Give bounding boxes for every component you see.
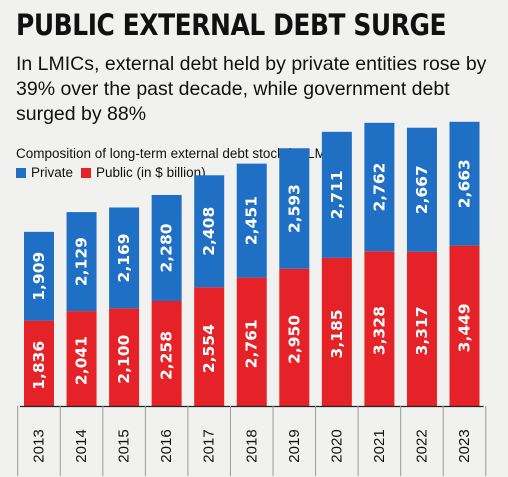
bar-public-2013 <box>24 320 54 406</box>
legend-item-public: Public (in $ billion) <box>81 165 206 180</box>
data-label-private-2020: 2,711 <box>328 170 346 219</box>
bar-public-2020 <box>321 257 352 406</box>
x-tick-label-2016: 2016 <box>158 429 175 462</box>
bar-private-2022 <box>406 127 437 252</box>
x-tick-label-2018: 2018 <box>243 429 260 462</box>
legend-label-private: Private <box>31 165 74 180</box>
data-label-private-2016: 2,280 <box>158 223 176 272</box>
data-label-private-2023: 2,663 <box>456 159 474 208</box>
data-label-public-2019: 2,950 <box>285 315 303 364</box>
data-label-public-2023: 3,449 <box>456 303 474 352</box>
bar-private-2014 <box>66 212 97 312</box>
bar-public-2022 <box>406 251 437 406</box>
data-label-private-2018: 2,451 <box>243 196 261 245</box>
subtitle: In LMICs, external debt held by private … <box>16 53 487 125</box>
data-label-public-2016: 2,258 <box>158 331 176 380</box>
data-label-private-2017: 2,408 <box>200 207 218 256</box>
bar-public-2016 <box>151 301 182 406</box>
x-tick-label-2015: 2015 <box>116 429 133 462</box>
bar-private-2017 <box>194 175 225 288</box>
x-tick-label-2014: 2014 <box>73 429 90 462</box>
chart-caption: Composition of long-term external debt s… <box>16 146 347 161</box>
bar-public-2021 <box>364 251 395 406</box>
legend-label-public: Public (in $ billion) <box>96 165 206 180</box>
bar-private-2015 <box>109 207 140 309</box>
bar-public-2023 <box>449 245 480 406</box>
data-label-public-2020: 3,185 <box>328 309 346 358</box>
bar-public-2015 <box>109 308 140 406</box>
data-label-private-2013: 1,909 <box>30 252 48 301</box>
bar-public-2019 <box>279 268 310 406</box>
x-tick-label-2019: 2019 <box>286 429 303 462</box>
x-tick-label-2020: 2020 <box>328 429 345 462</box>
data-label-public-2021: 3,328 <box>370 306 388 355</box>
x-tick-label-2021: 2021 <box>371 429 388 462</box>
bar-private-2016 <box>151 194 182 302</box>
data-label-private-2019: 2,593 <box>285 184 303 233</box>
chart-legend: Private Public (in $ billion) <box>16 165 214 180</box>
bar-public-2014 <box>66 311 97 406</box>
data-label-private-2022: 2,667 <box>413 165 431 214</box>
bar-private-2020 <box>321 131 352 258</box>
x-tick-label-2017: 2017 <box>201 429 218 462</box>
legend-item-private: Private <box>16 165 73 180</box>
bar-private-2013 <box>24 231 54 321</box>
bar-private-2021 <box>364 122 395 252</box>
x-tick-label-2022: 2022 <box>413 429 430 462</box>
legend-swatch-public <box>81 167 92 178</box>
bar-public-2018 <box>236 277 267 406</box>
data-label-public-2014: 2,041 <box>73 336 91 385</box>
data-label-public-2018: 2,761 <box>243 319 261 368</box>
data-label-public-2013: 1,836 <box>30 341 48 390</box>
data-label-private-2014: 2,129 <box>73 237 91 286</box>
data-label-private-2015: 2,169 <box>115 233 133 282</box>
page-title: PUBLIC EXTERNAL DEBT SURGE <box>16 8 447 42</box>
data-label-public-2022: 3,317 <box>413 306 431 355</box>
data-label-public-2017: 2,554 <box>200 324 218 373</box>
bar-private-2019 <box>279 148 310 269</box>
x-tick-label-2023: 2023 <box>456 429 473 462</box>
legend-swatch-private <box>16 167 26 178</box>
data-label-private-2021: 2,762 <box>370 163 388 212</box>
bar-public-2017 <box>194 287 225 406</box>
x-tick-label-2013: 2013 <box>31 429 48 462</box>
data-label-public-2015: 2,100 <box>115 334 133 383</box>
bar-private-2023 <box>449 121 480 246</box>
bar-private-2018 <box>236 163 267 278</box>
